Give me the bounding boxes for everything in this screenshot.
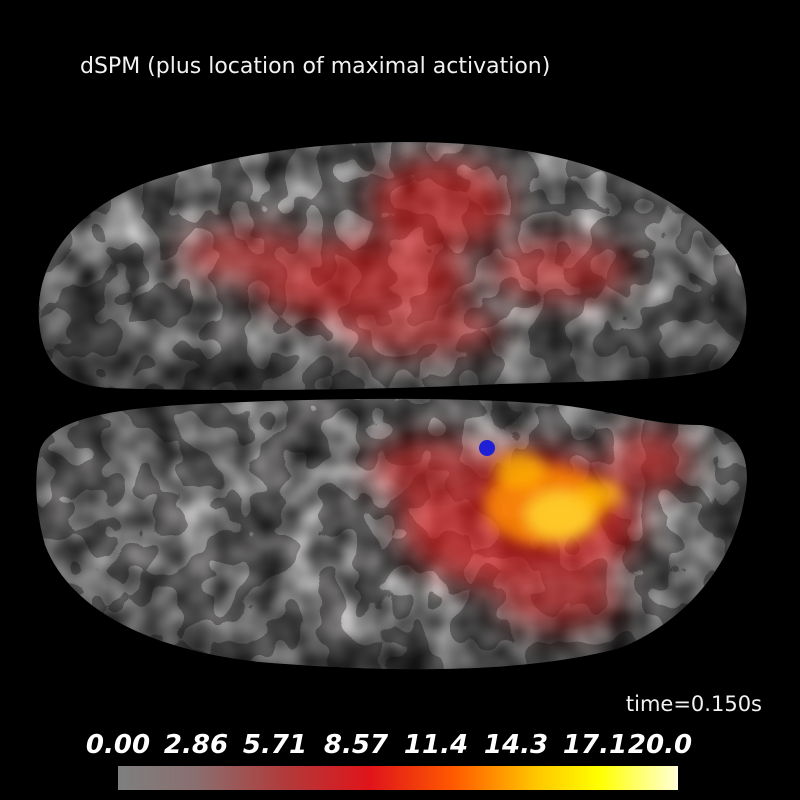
time-label: time=0.150s <box>626 692 762 716</box>
colorbar-tick: 14.3 <box>484 730 548 760</box>
colorbar-tick: 8.57 <box>324 730 388 760</box>
colorbar-tick: 20.0 <box>628 730 692 760</box>
colorbar-ticks: 0.00 2.86 5.71 8.57 11.4 14.3 17.1 20.0 <box>80 730 720 764</box>
colorbar-tick: 17.1 <box>563 730 627 760</box>
max-activation-marker <box>479 440 495 456</box>
colorbar-tick: 0.00 <box>86 730 150 760</box>
colorbar <box>118 766 678 790</box>
lower-hemisphere <box>0 390 800 690</box>
colorbar-tick: 11.4 <box>404 730 468 760</box>
colorbar-tick: 5.71 <box>243 730 307 760</box>
colorbar-tick: 2.86 <box>164 730 228 760</box>
plot-title: dSPM (plus location of maximal activatio… <box>80 54 550 79</box>
upper-hemisphere <box>0 120 800 410</box>
